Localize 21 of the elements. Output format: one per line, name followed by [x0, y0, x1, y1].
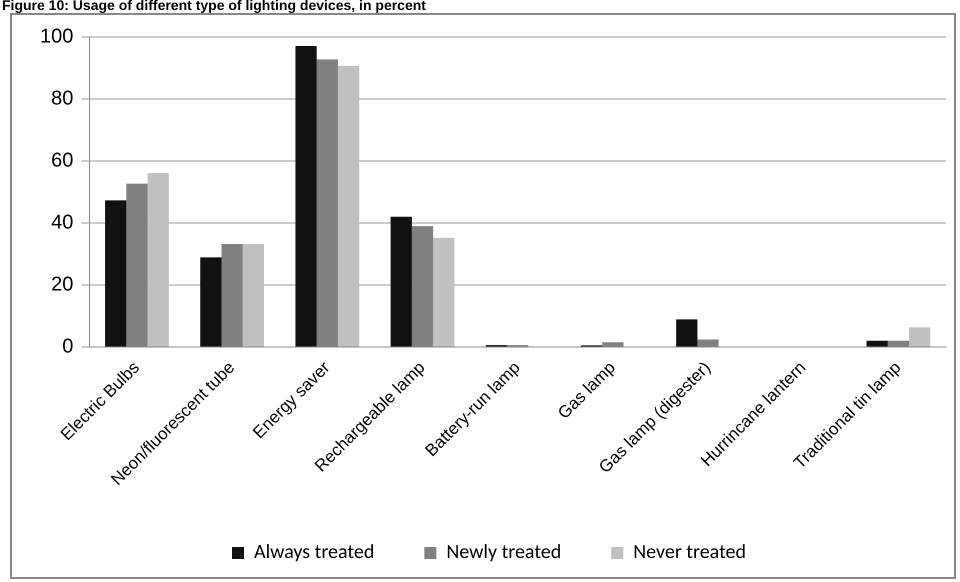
- bar: [242, 244, 264, 346]
- bar: [200, 257, 222, 346]
- bar: [338, 66, 360, 346]
- bar: [909, 327, 930, 346]
- y-tick-label: 20: [51, 273, 74, 296]
- y-tick-label: 0: [62, 335, 74, 358]
- bar: [148, 173, 169, 346]
- legend-label: Never treated: [633, 540, 746, 564]
- y-tick-label: 40: [51, 211, 74, 234]
- y-tick-label: 80: [51, 88, 74, 110]
- bar: [295, 46, 317, 346]
- legend-label: Newly treated: [446, 540, 562, 564]
- bar: [390, 216, 412, 346]
- bar: [105, 200, 126, 346]
- bar: [433, 238, 454, 346]
- y-tick-label: 60: [51, 150, 74, 172]
- y-tick-label: 100: [40, 26, 74, 48]
- bar: [866, 340, 888, 346]
- chart-title: Figure 10: Usage of different type of lighting devices, in percent: [2, 0, 426, 13]
- bar: [676, 319, 698, 346]
- legend-label: Always treated: [254, 540, 374, 564]
